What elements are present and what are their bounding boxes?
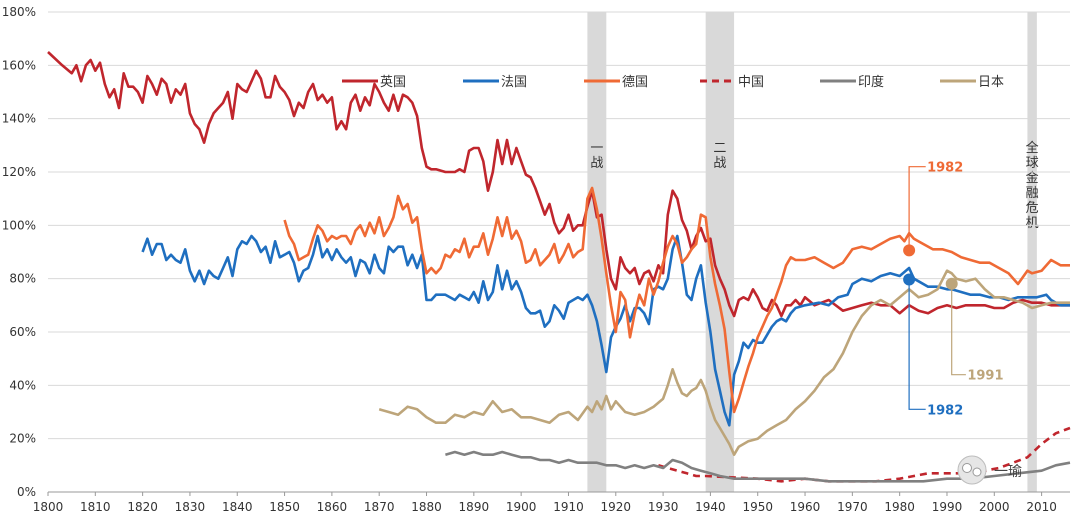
legend-label-5: 日本: [978, 75, 1004, 90]
y-tick-label-180: 180%: [2, 5, 36, 19]
annotation-marker-0: [903, 244, 916, 257]
annotation-layer: 1982 1982 1991: [903, 161, 1004, 418]
x-tick-label-1800: 1800: [33, 500, 64, 514]
y-tick-label-120: 120%: [2, 165, 36, 179]
x-tick-label-1950: 1950: [742, 500, 773, 514]
annotation-marker-2: [945, 277, 958, 290]
x-tick-label-1850: 1850: [269, 500, 300, 514]
annotation-marker-1: [903, 273, 916, 286]
legend-label-0: 英国: [380, 75, 406, 90]
shade-label-1: 二战: [713, 141, 726, 171]
wechat-icon: [957, 455, 987, 485]
wechat-icon-bubble-b: [972, 467, 982, 477]
x-tick-label-1860: 1860: [317, 500, 348, 514]
legend-label-3: 中国: [738, 75, 764, 90]
shade-period-2: [1027, 12, 1037, 492]
y-tick-label-20: 20%: [9, 432, 36, 446]
x-tick-label-1830: 1830: [175, 500, 206, 514]
x-tick-label-1920: 1920: [601, 500, 632, 514]
annotation-leader-1: [908, 279, 926, 410]
x-tick-label-1930: 1930: [648, 500, 679, 514]
x-tick-label-1910: 1910: [553, 500, 584, 514]
y-tick-label-140: 140%: [2, 112, 36, 126]
x-tick-label-1940: 1940: [695, 500, 726, 514]
legend: 英国 法国 德国 中国 印度 日本: [342, 74, 1004, 90]
annotation-label-0: 1982: [927, 161, 963, 176]
annotation-leader-0: [908, 166, 926, 251]
wechat-icon-bubble-a: [962, 463, 972, 473]
annotation-label-1: 1982: [927, 403, 963, 418]
x-tick-label-1890: 1890: [459, 500, 490, 514]
legend-label-4: 印度: [858, 74, 884, 90]
series-1-line: [141, 234, 1070, 427]
x-tick-label-1960: 1960: [790, 500, 821, 514]
axes-layer: 0% 20% 40% 60% 80% 100% 120% 140% 160% 180% 1800 18…: [2, 5, 1070, 514]
x-tick-label-1900: 1900: [506, 500, 537, 514]
x-tick-label-1820: 1820: [127, 500, 158, 514]
x-tick-label-1970: 1970: [837, 500, 868, 514]
annotation-leader-2: [951, 283, 966, 376]
series-4-line: [445, 450, 1071, 483]
series-3-line: [658, 426, 1071, 483]
legend-label-1: 法国: [501, 75, 527, 90]
series-5-line: [378, 269, 1070, 456]
x-tick-label-1870: 1870: [364, 500, 395, 514]
legend-label-2: 德国: [622, 75, 648, 90]
y-tick-label-0: 0%: [17, 485, 36, 499]
shade-label-2: 全球金融危机: [1026, 140, 1039, 231]
x-tick-label-1840: 1840: [222, 500, 253, 514]
series-0-line: [47, 51, 1070, 318]
grid-layer: [48, 11, 1070, 440]
shade-label-0: 一战: [590, 141, 603, 171]
series-2-line: [283, 186, 1070, 414]
watermark-text: 一瑜: [994, 464, 1022, 480]
x-tick-label-1990: 1990: [932, 500, 963, 514]
x-tick-label-1980: 1980: [884, 500, 915, 514]
watermark: 一瑜: [957, 455, 1022, 485]
x-tick-label-2000: 2000: [979, 500, 1010, 514]
y-tick-label-80: 80%: [9, 272, 36, 286]
y-tick-label-160: 160%: [2, 58, 36, 72]
series-layer: [47, 51, 1071, 483]
annotation-label-2: 1991: [967, 369, 1003, 384]
war-shading-layer: 一战 二战 全球金融危机: [587, 12, 1039, 492]
x-tick-label-1810: 1810: [80, 500, 111, 514]
x-tick-label-1880: 1880: [411, 500, 442, 514]
y-tick-label-60: 60%: [9, 325, 36, 339]
y-tick-label-100: 100%: [2, 218, 36, 232]
shade-period-0: [587, 12, 607, 492]
x-tick-label-2010: 2010: [1026, 500, 1057, 514]
y-tick-label-40: 40%: [9, 378, 36, 392]
